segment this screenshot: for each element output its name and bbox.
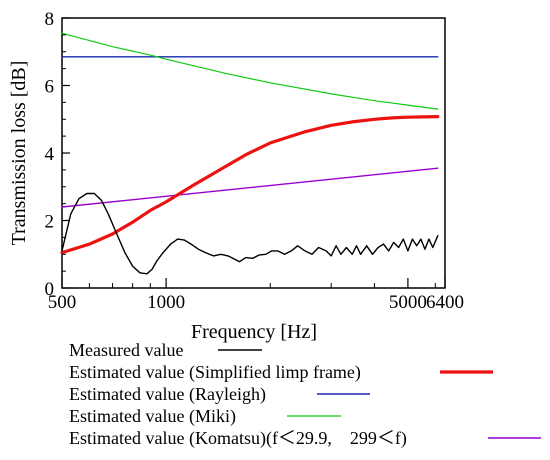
legend-label-2: Estimated value (Rayleigh) xyxy=(69,384,266,405)
legend-label-4: Estimated value (Komatsu)(f＜29.9, 299＜f) xyxy=(69,428,407,449)
x-tick-label: 1000 xyxy=(147,292,185,313)
tick-layer: 500 1000 5000 6400 0 2 4 6 8 xyxy=(45,9,465,313)
x-tick-label: 5000 xyxy=(389,292,427,313)
series-line-0 xyxy=(61,192,439,275)
legend-label-3: Estimated value (Miki) xyxy=(69,406,236,427)
x-tick-label: 500 xyxy=(48,292,77,313)
plot-area: 500 1000 5000 6400 0 2 4 6 8 xyxy=(45,9,465,313)
legend-label-0: Measured value xyxy=(69,340,183,360)
series-line-1 xyxy=(60,114,440,255)
x-axis-label: Frequency [Hz] xyxy=(191,321,317,343)
plot-frame xyxy=(61,17,446,289)
series-line-3 xyxy=(61,32,439,110)
legend-label-1: Estimated value (Simplified limp frame) xyxy=(69,362,361,383)
y-tick-label: 0 xyxy=(45,279,55,300)
y-tick-label: 8 xyxy=(45,9,55,30)
y-tick-label: 2 xyxy=(45,212,55,233)
x-tick-label: 6400 xyxy=(426,292,464,313)
y-tick-label: 4 xyxy=(45,144,55,165)
y-axis-label: Transmission loss [dB] xyxy=(8,61,30,246)
series-layer xyxy=(60,32,440,275)
y-tick-label: 6 xyxy=(45,77,55,98)
series-line-4 xyxy=(61,167,439,208)
